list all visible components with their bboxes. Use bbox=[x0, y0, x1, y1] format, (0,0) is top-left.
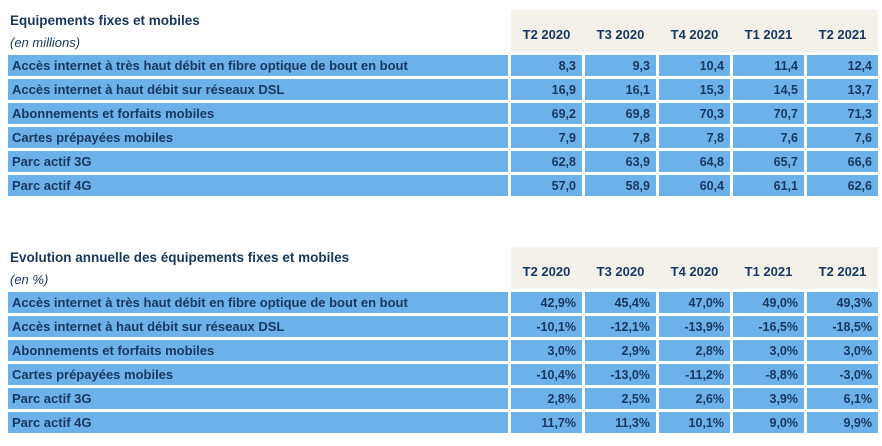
value-cell: 11,3% bbox=[585, 412, 656, 433]
value-cell: -13,0% bbox=[585, 364, 656, 385]
column-header: T3 2020 bbox=[596, 26, 645, 42]
value-cell: -13,9% bbox=[659, 316, 730, 337]
value-cell: 71,3 bbox=[807, 103, 878, 124]
value-cell: 61,1 bbox=[733, 175, 804, 196]
column-header: T2 2021 bbox=[818, 26, 867, 42]
row-label: Accès internet à haut débit sur réseaux … bbox=[8, 79, 508, 100]
value-cell: -11,2% bbox=[659, 364, 730, 385]
value-cell: 69,2 bbox=[511, 103, 582, 124]
column-header: T1 2021 bbox=[744, 263, 793, 279]
table-title: Evolution annuelle des équipements fixes… bbox=[10, 250, 350, 265]
value-cell: 16,9 bbox=[511, 79, 582, 100]
column-header-background bbox=[511, 247, 878, 289]
value-cell: 7,6 bbox=[733, 127, 804, 148]
value-cell: 11,4 bbox=[733, 55, 804, 76]
row-label: Parc actif 3G bbox=[8, 151, 508, 172]
column-header: T3 2020 bbox=[596, 263, 645, 279]
value-cell: 2,8% bbox=[511, 388, 582, 409]
column-header: T2 2020 bbox=[522, 26, 571, 42]
value-cell: 2,5% bbox=[585, 388, 656, 409]
value-cell: 8,3 bbox=[511, 55, 582, 76]
table-unit: (en millions) bbox=[10, 35, 81, 50]
table-equipements-fixes-et-mobiles: Equipements fixes et mobiles (en million… bbox=[8, 0, 878, 196]
value-cell: 2,6% bbox=[659, 388, 730, 409]
row-label: Accès internet à très haut débit en fibr… bbox=[8, 292, 508, 313]
value-cell: 3,0% bbox=[733, 340, 804, 361]
value-cell: 62,8 bbox=[511, 151, 582, 172]
value-cell: 65,7 bbox=[733, 151, 804, 172]
row-label: Parc actif 4G bbox=[8, 175, 508, 196]
value-cell: 60,4 bbox=[659, 175, 730, 196]
value-cell: -8,8% bbox=[733, 364, 804, 385]
value-cell: 10,4 bbox=[659, 55, 730, 76]
row-label: Abonnements et forfaits mobiles bbox=[8, 340, 508, 361]
value-cell: 64,8 bbox=[659, 151, 730, 172]
value-cell: 58,9 bbox=[585, 175, 656, 196]
value-cell: 12,4 bbox=[807, 55, 878, 76]
table-title-block: Evolution annuelle des équipements fixes… bbox=[8, 247, 508, 289]
value-cell: 9,0% bbox=[733, 412, 804, 433]
value-cell: 11,7% bbox=[511, 412, 582, 433]
column-header: T2 2021 bbox=[818, 263, 867, 279]
value-cell: 70,3 bbox=[659, 103, 730, 124]
value-cell: 69,8 bbox=[585, 103, 656, 124]
value-cell: 45,4% bbox=[585, 292, 656, 313]
row-label: Accès internet à haut débit sur réseaux … bbox=[8, 316, 508, 337]
value-cell: 7,6 bbox=[807, 127, 878, 148]
value-cell: 2,9% bbox=[585, 340, 656, 361]
column-header: T4 2020 bbox=[670, 263, 719, 279]
table-title: Equipements fixes et mobiles bbox=[10, 13, 200, 28]
value-cell: -3,0% bbox=[807, 364, 878, 385]
row-label: Accès internet à très haut débit en fibr… bbox=[8, 55, 508, 76]
value-cell: 47,0% bbox=[659, 292, 730, 313]
value-cell: -10,1% bbox=[511, 316, 582, 337]
value-cell: 3,0% bbox=[807, 340, 878, 361]
value-cell: 49,0% bbox=[733, 292, 804, 313]
value-cell: 7,9 bbox=[511, 127, 582, 148]
table-evolution-annuelle: Evolution annuelle des équipements fixes… bbox=[8, 247, 878, 433]
value-cell: 13,7 bbox=[807, 79, 878, 100]
value-cell: 7,8 bbox=[585, 127, 656, 148]
column-header-background bbox=[511, 10, 878, 52]
value-cell: 2,8% bbox=[659, 340, 730, 361]
value-cell: 3,0% bbox=[511, 340, 582, 361]
value-cell: 70,7 bbox=[733, 103, 804, 124]
value-cell: 3,9% bbox=[733, 388, 804, 409]
row-label: Cartes prépayées mobiles bbox=[8, 364, 508, 385]
value-cell: 42,9% bbox=[511, 292, 582, 313]
column-header: T2 2020 bbox=[522, 263, 571, 279]
value-cell: 66,6 bbox=[807, 151, 878, 172]
row-label: Parc actif 4G bbox=[8, 412, 508, 433]
value-cell: 7,8 bbox=[659, 127, 730, 148]
value-cell: 9,3 bbox=[585, 55, 656, 76]
value-cell: 9,9% bbox=[807, 412, 878, 433]
table-unit: (en %) bbox=[10, 272, 49, 287]
column-header: T1 2021 bbox=[744, 26, 793, 42]
row-label: Parc actif 3G bbox=[8, 388, 508, 409]
value-cell: -16,5% bbox=[733, 316, 804, 337]
value-cell: -18,5% bbox=[807, 316, 878, 337]
value-cell: 14,5 bbox=[733, 79, 804, 100]
value-cell: 15,3 bbox=[659, 79, 730, 100]
value-cell: 62,6 bbox=[807, 175, 878, 196]
value-cell: -10,4% bbox=[511, 364, 582, 385]
row-label: Cartes prépayées mobiles bbox=[8, 127, 508, 148]
value-cell: 6,1% bbox=[807, 388, 878, 409]
value-cell: -12,1% bbox=[585, 316, 656, 337]
value-cell: 57,0 bbox=[511, 175, 582, 196]
row-label: Abonnements et forfaits mobiles bbox=[8, 103, 508, 124]
column-header: T4 2020 bbox=[670, 26, 719, 42]
value-cell: 63,9 bbox=[585, 151, 656, 172]
table-title-block: Equipements fixes et mobiles (en million… bbox=[8, 10, 508, 52]
value-cell: 16,1 bbox=[585, 79, 656, 100]
value-cell: 10,1% bbox=[659, 412, 730, 433]
value-cell: 49,3% bbox=[807, 292, 878, 313]
